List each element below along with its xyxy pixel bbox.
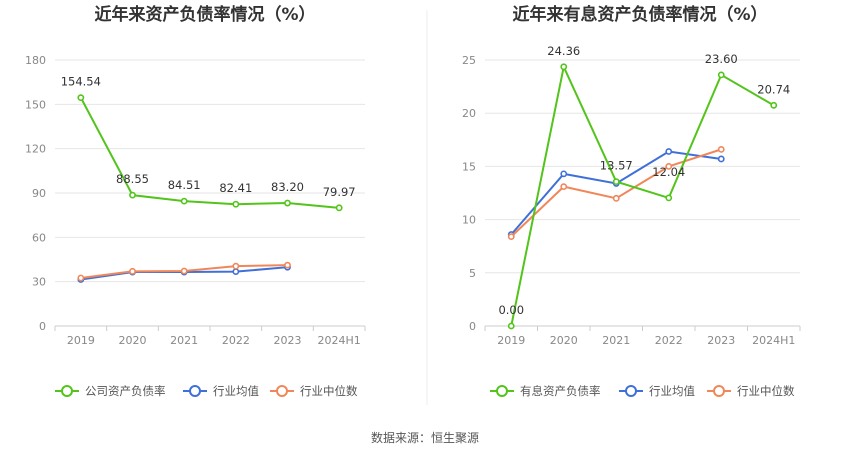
data-point [77, 274, 85, 282]
data-point [335, 204, 343, 212]
chart-title: 近年来资产负债率情况（%） [94, 4, 315, 25]
x-tick-label: 2021 [602, 334, 630, 347]
x-tick-label: 2023 [707, 334, 735, 347]
legend-label[interactable]: 公司资产负债率 [85, 384, 166, 398]
y-tick-label: 120 [25, 143, 46, 156]
chart-title: 近年来有息资产负债率情况（%） [512, 4, 767, 25]
x-tick-label: 2020 [550, 334, 578, 347]
data-point [612, 194, 620, 202]
x-tick-label: 2019 [67, 334, 95, 347]
legend-swatch-marker[interactable] [625, 385, 637, 397]
legend-label[interactable]: 有息资产负债率 [520, 384, 601, 398]
legend-label[interactable]: 行业中位数 [300, 384, 358, 398]
data-point [560, 63, 568, 71]
x-tick-label: 2022 [655, 334, 683, 347]
legend-label[interactable]: 行业均值 [213, 384, 259, 398]
data-point [284, 199, 291, 207]
data-label: 84.51 [168, 178, 201, 192]
legend-swatch-marker[interactable] [189, 385, 201, 397]
data-point [180, 197, 188, 205]
data-label: 82.41 [219, 181, 252, 195]
y-tick-label: 10 [462, 214, 476, 227]
data-label: 83.20 [271, 180, 304, 194]
data-point [560, 170, 568, 178]
data-point [665, 148, 673, 155]
series-line [510, 63, 775, 327]
data-label: 88.55 [116, 172, 149, 186]
data-label: 24.36 [547, 44, 580, 58]
x-tick-label: 2022 [222, 334, 250, 347]
data-point [560, 183, 568, 191]
chart-debt-ratio: 近年来资产负债率情况（%） 0 30 60 90 120 150 180 2019 2020 202… [25, 4, 366, 398]
data-point [129, 267, 136, 275]
y-tick-label: 90 [32, 187, 46, 200]
data-point [612, 178, 620, 186]
data-source: 数据来源：恒生聚源 [371, 430, 479, 445]
legend-label[interactable]: 行业中位数 [737, 384, 795, 398]
y-tick-label: 0 [469, 320, 476, 333]
data-label: 154.54 [61, 75, 101, 89]
data-point [717, 155, 725, 163]
y-tick-label: 150 [25, 98, 46, 111]
y-tick-label: 0 [39, 320, 46, 333]
data-point [232, 268, 240, 276]
data-point [717, 145, 725, 153]
y-tick-label: 25 [462, 54, 476, 67]
x-tick-label: 2024H1 [752, 334, 795, 347]
chart-interest-bearing-debt-ratio: 近年来有息资产负债率情况（%） 0 5 10 15 20 25 2019 2020 2021 202… [462, 4, 801, 398]
x-tick-label: 2021 [170, 334, 198, 347]
data-point [232, 200, 240, 208]
data-point [507, 233, 515, 241]
series-line [79, 97, 340, 209]
data-point [232, 262, 240, 270]
data-label: 12.04 [652, 165, 685, 179]
y-tick-label: 20 [462, 107, 476, 120]
y-tick-label: 15 [462, 160, 476, 173]
data-label: 0.00 [498, 303, 524, 317]
data-label: 79.97 [323, 185, 356, 199]
data-point [77, 94, 85, 102]
legend-swatch-marker[interactable] [276, 385, 288, 397]
data-label: 20.74 [757, 82, 790, 96]
legend-swatch-marker[interactable] [713, 385, 725, 397]
x-tick-label: 2024H1 [318, 334, 361, 347]
y-tick-label: 5 [469, 267, 476, 280]
data-label: 13.57 [600, 159, 633, 173]
x-tick-label: 2019 [497, 334, 525, 347]
data-point [665, 194, 673, 202]
data-point [180, 267, 188, 275]
y-tick-label: 60 [32, 231, 46, 244]
x-tick-label: 2023 [274, 334, 302, 347]
data-point [717, 71, 725, 79]
data-label: 23.60 [705, 52, 738, 66]
data-point [507, 322, 515, 330]
data-point [284, 261, 291, 269]
y-tick-label: 180 [25, 54, 46, 67]
legend-label[interactable]: 行业均值 [649, 384, 695, 398]
data-point [770, 101, 778, 109]
legend-swatch-marker[interactable] [61, 385, 73, 397]
x-tick-label: 2020 [119, 334, 147, 347]
y-tick-label: 30 [32, 276, 46, 289]
data-point [665, 162, 673, 170]
data-point [129, 191, 136, 199]
legend-swatch-marker[interactable] [496, 385, 508, 397]
